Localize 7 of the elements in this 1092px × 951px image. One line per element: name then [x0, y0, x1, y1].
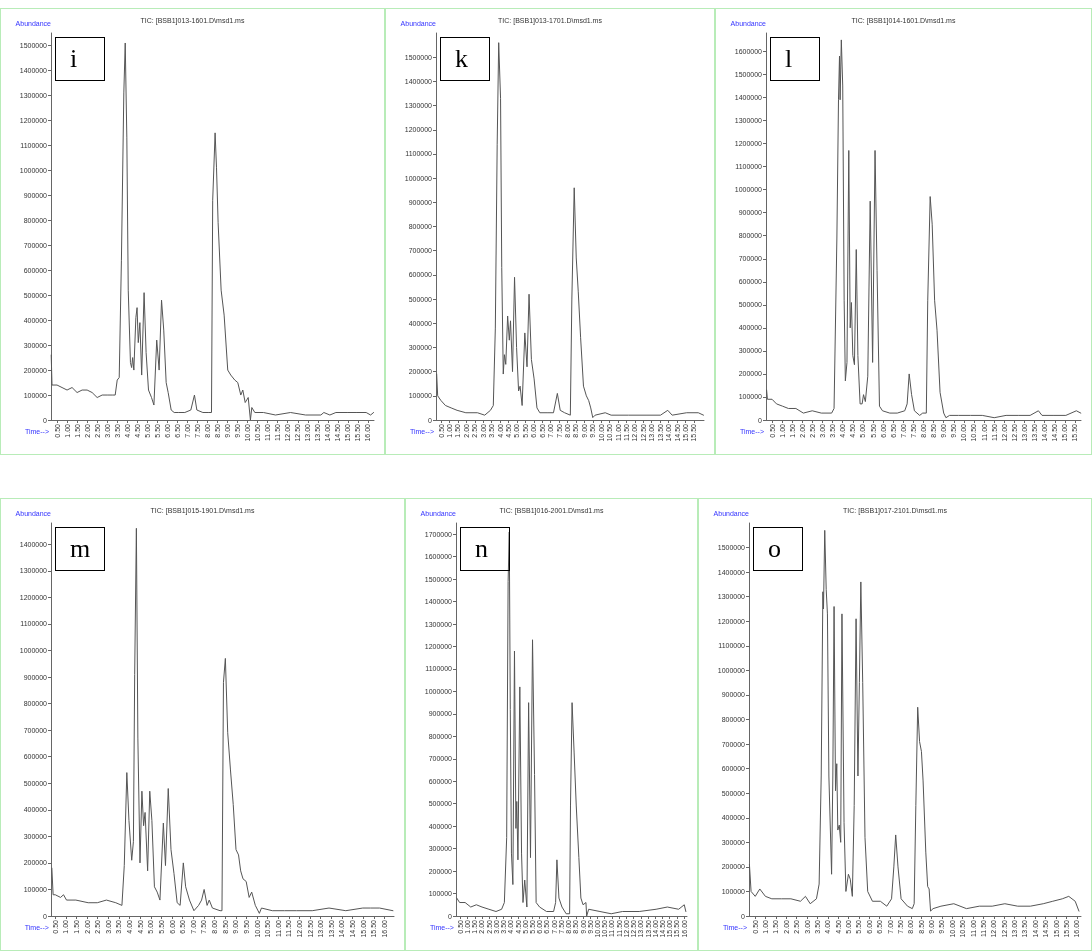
annotation: i [55, 37, 105, 81]
annotation: o [753, 527, 803, 571]
annotation: l [770, 37, 820, 81]
annotation: k [440, 37, 490, 81]
line-series [748, 529, 1080, 912]
annotation: m [55, 527, 106, 571]
annotation: n [460, 527, 510, 571]
